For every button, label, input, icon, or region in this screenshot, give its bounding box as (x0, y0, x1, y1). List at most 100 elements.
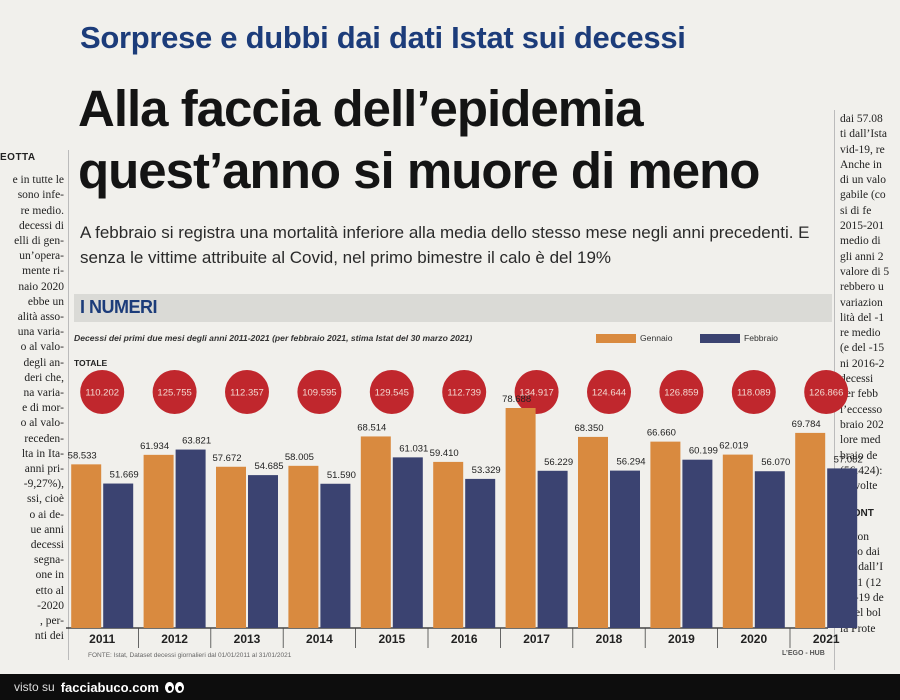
left-column-line: un’opera- (19, 250, 64, 263)
eye-left-icon (164, 681, 174, 693)
bar-gennaio (71, 464, 102, 628)
left-column-line: e di mor- (22, 402, 64, 415)
bar-gennaio (578, 436, 608, 628)
left-column-line: receden- (24, 432, 64, 445)
total-bubble-value: 126.859 (664, 388, 698, 399)
x-tick-label: 2012 (161, 632, 188, 646)
bar-value-label: 58.005 (285, 452, 314, 463)
bar-gennaio (650, 441, 681, 628)
left-column-line: e in tutte le (12, 174, 64, 187)
bar-value-label: 51.590 (327, 470, 356, 481)
bar-value-label: 78.688 (502, 394, 531, 405)
x-tick-label: 2015 (378, 632, 405, 646)
bar-value-label: 56.294 (616, 457, 645, 468)
left-column-line: lta in Ita- (21, 447, 64, 460)
left-column-lines: e in tutte le sono infe-re medio. decessi … (0, 173, 64, 644)
bar-gennaio (360, 436, 391, 628)
total-bubble (442, 370, 487, 414)
legend-label-febbraio: Febbraio (744, 333, 778, 343)
bar-value-label: 57.082 (834, 454, 863, 465)
x-tick-label: 2021 (813, 632, 840, 646)
right-column-line: rebbero u (840, 281, 884, 294)
headline-line-2: quest’anno si muore di meno (78, 142, 760, 199)
right-column-line: valore di 5 (840, 265, 890, 278)
bar-value-label: 61.031 (399, 443, 428, 454)
left-column-line: alità asso- (17, 311, 64, 324)
left-column-line: anni pri- (24, 463, 64, 476)
total-bubble (152, 370, 197, 414)
chart-source: FONTE: Istat, Dataset decessi giornalier… (88, 652, 292, 659)
total-bubble-value: 124.644 (592, 388, 626, 399)
legend-swatch-gennaio (596, 333, 636, 343)
bar-febbraio (682, 459, 713, 628)
bar-febbraio (465, 478, 496, 628)
right-column-line: re medio (840, 327, 881, 340)
left-column-line: re medio. (20, 204, 64, 217)
bar-febbraio (392, 457, 423, 628)
left-column-line: decessi di (18, 219, 64, 232)
total-bubble (587, 370, 631, 414)
right-column-line: vid-19, re (840, 143, 885, 156)
eye-right-icon (174, 681, 184, 693)
total-bubble-value: 109.595 (302, 388, 336, 399)
bar-value-label: 59.410 (430, 448, 459, 459)
bar-febbraio (610, 470, 640, 628)
left-column-line: mente ri- (22, 265, 64, 278)
left-column-line: na varia- (23, 387, 64, 400)
total-bubble (297, 370, 342, 414)
left-column-line: o al valo- (20, 417, 64, 430)
bar-gennaio (795, 432, 826, 628)
right-column-line: l’eccesso (840, 403, 883, 416)
column-divider-left (68, 150, 69, 660)
section-bar (74, 294, 832, 322)
section-label: I NUMERI (80, 297, 158, 317)
bar-value-label: 62.019 (719, 441, 748, 452)
bar-gennaio (143, 454, 174, 628)
right-column-line: dai 57.08 (840, 113, 883, 125)
total-bubble (731, 370, 776, 414)
total-bubble (804, 370, 849, 414)
bar-febbraio (827, 468, 858, 628)
bar-febbraio (248, 475, 278, 628)
site-footer-bar: visto su facciabuco.com (0, 674, 900, 700)
left-column-line: etto al (35, 584, 64, 597)
right-column-line: si di fe (840, 204, 872, 217)
legend-gennaio: Gennaio (596, 333, 673, 343)
eyes-logo-icon (164, 681, 184, 693)
total-bubble-value: 125.755 (157, 388, 191, 399)
bar-value-label: 63.821 (182, 436, 211, 447)
left-column-line: elli di gen- (14, 235, 64, 248)
right-column-line: Anche in (840, 158, 882, 171)
total-bubble-value: 129.545 (375, 388, 409, 399)
right-column-line: ni 2016-2 (840, 357, 885, 370)
bar-value-label: 56.229 (544, 457, 573, 468)
legend-swatch-febbraio (700, 333, 740, 343)
total-label: TOTALE (74, 358, 108, 368)
left-column-line: , per- (39, 615, 64, 628)
bar-value-label: 66.660 (647, 428, 676, 439)
bar-gennaio (288, 465, 319, 628)
left-column-line: o al valo- (20, 341, 64, 354)
left-column-line: una varia- (17, 326, 64, 339)
right-column-line: braio de (840, 449, 878, 462)
chart-title: Decessi dei primi due mesi degli anni 20… (74, 333, 473, 343)
x-tick-label: 2016 (451, 632, 478, 646)
bar-gennaio (505, 408, 536, 628)
left-column-line: naio 2020 (18, 280, 64, 293)
left-column-line: ssi, cioè (26, 493, 64, 506)
x-tick-label: 2013 (234, 632, 261, 646)
right-column-line: 2015-201 (840, 220, 885, 233)
bar-value-label: 57.672 (212, 453, 241, 464)
site-name-link[interactable]: facciabuco.com (60, 679, 159, 695)
bar-value-label: 51.669 (110, 470, 139, 481)
right-column-line: medio di (840, 235, 881, 248)
chart-credit: L’EGO - HUB (782, 650, 825, 657)
article-kicker: Sorprese e dubbi dai dati Istat sui dece… (80, 20, 686, 55)
right-column-lines: dai 57.08 ti dall’Ista vid-19, re Anche in d… (840, 112, 900, 494)
total-bubble (514, 370, 559, 414)
right-column-line: braio 202 (840, 418, 884, 431)
left-column-line: one in (35, 569, 64, 582)
left-column-line: -9,27%), (23, 478, 64, 491)
right-column-line: ti dall’Ista (840, 128, 887, 141)
total-bubble (659, 370, 704, 414)
